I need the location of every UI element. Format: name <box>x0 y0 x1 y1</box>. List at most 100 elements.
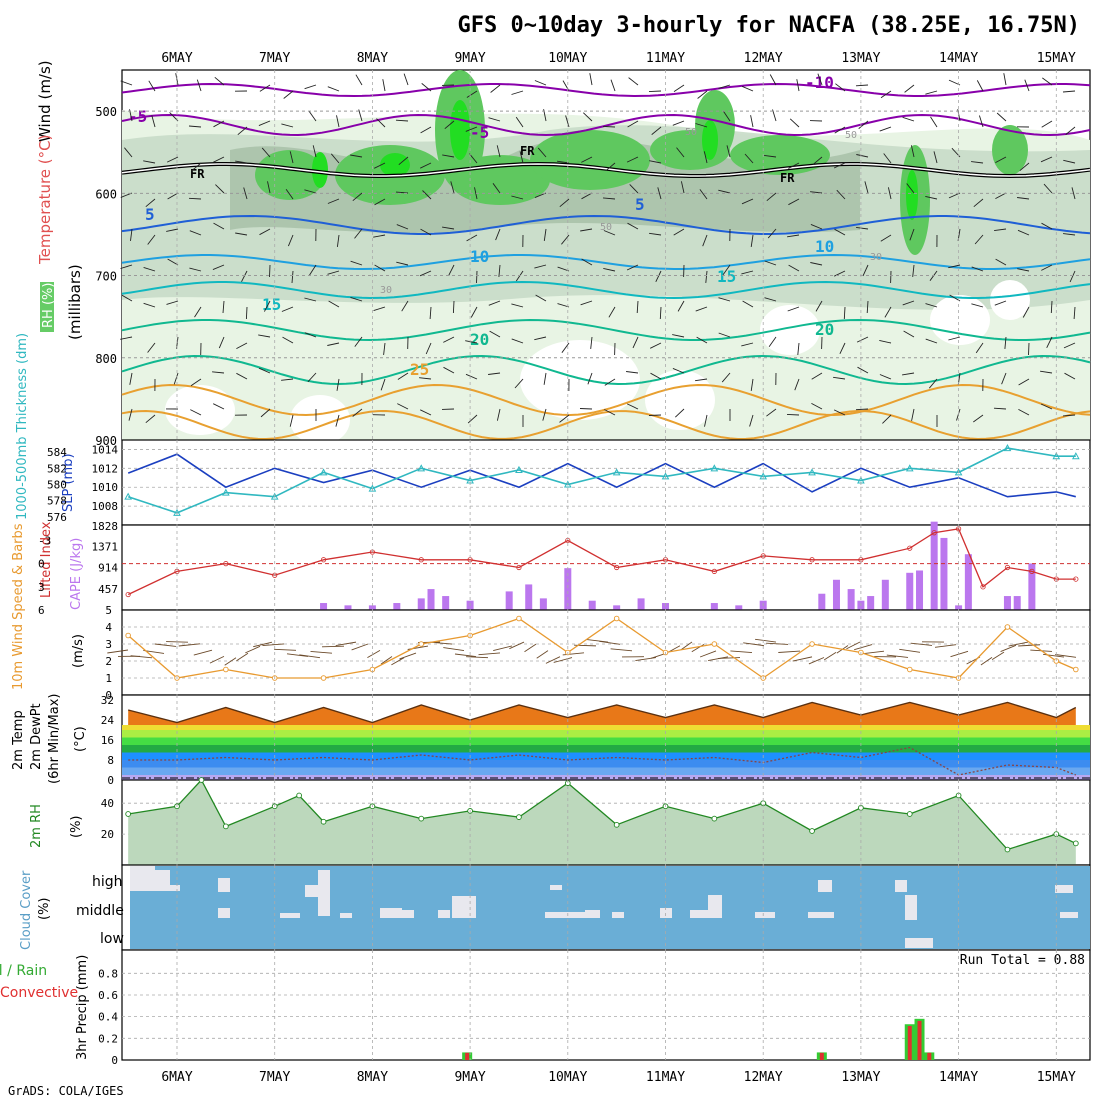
wind-barb <box>672 120 685 126</box>
surface-wind-barb <box>1018 644 1041 647</box>
bottom-x-tick-label: 8MAY <box>357 1070 388 1085</box>
wind-barb <box>355 74 363 86</box>
wind-barb <box>856 336 869 343</box>
lifted-index-marker <box>1004 564 1011 571</box>
surface-wind-barb <box>493 645 513 652</box>
rh-value-label: 50 <box>685 127 697 138</box>
wind-barb <box>519 151 524 164</box>
bottom-x-tick-label: 9MAY <box>454 1070 485 1085</box>
wind-barb <box>581 192 593 200</box>
surface-wind-barb <box>154 643 177 647</box>
wind-tick-label: 2 <box>105 655 112 668</box>
lifted-index-line <box>127 528 1076 596</box>
wind-barb <box>281 378 294 381</box>
temp2m-label: 2m Temp <box>11 710 26 770</box>
wind-barb <box>815 300 823 312</box>
thickness-marker <box>808 468 816 476</box>
wind-barb <box>511 90 524 95</box>
surface-wind-barb <box>351 643 369 651</box>
wind-barb <box>383 342 386 355</box>
sounding-wind-label: Wind (m/s) <box>36 60 54 142</box>
cloud-bar <box>402 910 414 918</box>
wind-barb <box>973 414 984 423</box>
wind-barb <box>626 371 639 374</box>
wind-barb <box>580 228 593 232</box>
contour-label: -5 <box>128 107 147 126</box>
wind-barb <box>1041 120 1053 128</box>
wind-barb <box>764 297 777 302</box>
top-x-tick-label: 6MAY <box>161 51 192 66</box>
wind-barb <box>884 306 892 318</box>
wind-barb <box>490 84 501 93</box>
slp-line <box>127 453 1076 498</box>
wind-barb <box>143 266 156 272</box>
wind-barb <box>796 79 800 92</box>
wind-barb <box>835 83 846 92</box>
wind-barb <box>514 378 524 389</box>
surface-wind-barb <box>808 657 825 665</box>
wind-barb <box>373 234 386 238</box>
surface-wind-barb <box>335 641 357 647</box>
cloud-label: Cloud Cover <box>19 870 34 950</box>
wind-barb <box>880 90 892 99</box>
wind-barb <box>704 414 708 427</box>
wind-barb <box>492 183 501 194</box>
wind-barb <box>281 123 294 128</box>
wind-barb <box>971 266 984 272</box>
top-x-tick-label: 14MAY <box>939 51 978 66</box>
wind-barb <box>260 408 271 418</box>
cape-bar <box>881 579 889 610</box>
wind-tick-label: 3 <box>105 638 112 651</box>
wind-barb <box>810 223 823 230</box>
wind-barb <box>1046 336 1053 348</box>
wind-barb <box>811 403 823 410</box>
wind-barb <box>397 403 409 410</box>
wind-barb <box>742 300 754 308</box>
wind-barb <box>677 300 685 312</box>
cloud-bar <box>280 913 300 918</box>
cape-bar <box>539 598 547 610</box>
wind-barb <box>787 306 800 312</box>
wind-barb <box>1001 372 1007 385</box>
wind-barb <box>190 378 202 387</box>
cape-bar <box>525 584 533 610</box>
wind-barb <box>1062 90 1076 93</box>
rh-legend-box <box>40 282 54 332</box>
wind-barb <box>672 334 685 338</box>
cape-bar <box>662 603 669 610</box>
wind-barb <box>993 407 1007 410</box>
wind-barb <box>1040 156 1053 163</box>
wind-barb <box>465 340 478 344</box>
wind-barb <box>674 408 685 418</box>
wind-barb <box>879 339 892 344</box>
wind-barb <box>466 234 478 242</box>
wind-barb <box>750 234 754 247</box>
wind-barb <box>448 264 455 276</box>
wind-barb <box>769 74 777 86</box>
wind-barb <box>650 342 662 349</box>
wind-barb <box>1017 268 1030 272</box>
wind-barb <box>703 151 708 164</box>
precip-convective-bar <box>917 1020 922 1060</box>
cloud-level-middle: middle <box>76 903 124 919</box>
rh-clear-area <box>930 295 990 345</box>
cloud-bar <box>585 910 600 918</box>
thickness-marker <box>1003 444 1012 452</box>
cape-bar <box>442 596 450 610</box>
rh-area <box>128 780 1076 865</box>
surface-wind-barb <box>130 655 153 659</box>
wind-barb <box>145 198 156 208</box>
pressure-tick-label: 900 <box>95 434 117 448</box>
wind-barb <box>166 300 179 305</box>
rh-marker <box>125 811 131 817</box>
wind10-panel <box>107 609 1091 696</box>
wind-barb <box>421 83 432 92</box>
wind-barb <box>543 372 547 385</box>
wind-barb <box>237 126 248 136</box>
wind-barb <box>121 294 133 302</box>
wind-barb <box>726 145 731 158</box>
wind-barb <box>291 270 294 284</box>
surface-wind-barb <box>478 652 501 656</box>
wind-barb <box>218 336 225 349</box>
wind-barb <box>327 342 340 346</box>
